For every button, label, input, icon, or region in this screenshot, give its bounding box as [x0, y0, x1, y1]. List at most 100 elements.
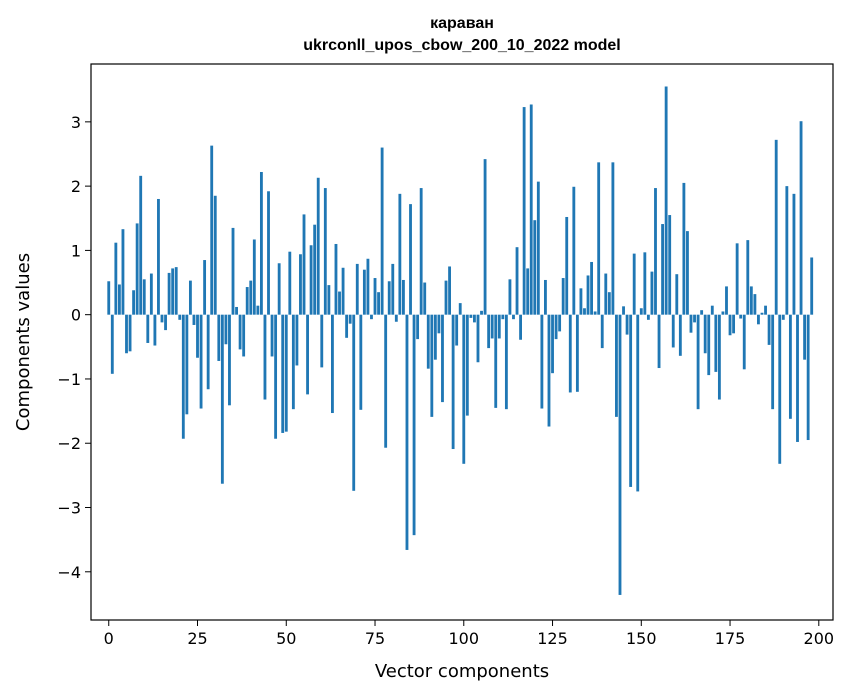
bar-49: [281, 314, 285, 433]
bar-159: [671, 314, 675, 348]
bar-161: [678, 314, 682, 356]
bar-128: [561, 278, 565, 315]
bar-111: [501, 314, 505, 320]
bar-95: [444, 280, 448, 315]
bar-141: [607, 292, 611, 315]
bar-60: [320, 314, 324, 368]
x-tick-label: 0: [104, 629, 114, 648]
bar-57: [309, 245, 313, 315]
bar-16: [164, 314, 167, 331]
bar-154: [654, 188, 657, 315]
bar-156: [661, 224, 665, 315]
x-axis-ticks: 0 25 50 75 100 125 150 175 200: [104, 620, 834, 648]
bar-25: [196, 314, 199, 358]
bar-150: [639, 308, 643, 315]
bar-180: [746, 240, 750, 315]
bar-32: [220, 314, 224, 484]
bar-89: [423, 282, 427, 315]
bar-132: [575, 314, 579, 392]
bar-13: [153, 314, 157, 346]
bar-130: [568, 314, 572, 393]
bar-24: [192, 314, 196, 325]
x-tick-label: 25: [187, 629, 207, 648]
bar-26: [199, 314, 203, 409]
bar-5: [125, 314, 128, 354]
bar-129: [565, 216, 569, 315]
bar-81: [394, 314, 398, 322]
bar-10: [142, 279, 146, 315]
bar-51: [288, 251, 292, 315]
bar-69: [352, 314, 356, 491]
bar-43: [259, 171, 263, 315]
bar-146: [625, 314, 629, 335]
bar-164: [689, 314, 693, 333]
bar-23: [188, 280, 192, 315]
y-tick-label: −4: [57, 563, 81, 582]
bar-151: [643, 252, 647, 315]
bar-177: [735, 243, 739, 315]
y-tick-label: −1: [57, 370, 81, 389]
bar-171: [714, 314, 718, 372]
bars-group: [107, 86, 814, 595]
bar-123: [544, 279, 547, 315]
bar-38: [242, 314, 246, 357]
bar-85: [409, 204, 412, 315]
bar-15: [160, 314, 164, 323]
bar-97: [451, 314, 455, 450]
y-tick-label: 3: [71, 113, 81, 132]
bar-185: [764, 305, 767, 315]
bar-116: [519, 314, 522, 340]
y-axis-label: Components values: [13, 253, 34, 431]
bar-163: [686, 231, 689, 315]
y-tick-label: 2: [71, 177, 81, 196]
bar-165: [693, 314, 696, 323]
bar-14: [157, 198, 160, 315]
x-tick-label: 150: [626, 629, 657, 648]
bar-8: [135, 223, 139, 315]
bar-63: [331, 314, 334, 414]
bar-155: [657, 314, 661, 369]
bar-178: [739, 314, 743, 319]
y-tick-label: 0: [71, 306, 81, 325]
bar-142: [611, 162, 615, 315]
bar-137: [593, 311, 597, 315]
bar-75: [373, 278, 377, 315]
bar-112: [504, 314, 508, 410]
bar-157: [664, 86, 668, 315]
bar-144: [618, 314, 622, 595]
bar-74: [370, 314, 373, 320]
bar-102: [469, 314, 473, 318]
bar-41: [252, 239, 256, 315]
bar-170: [710, 305, 714, 315]
x-axis-label: Vector components: [375, 661, 549, 682]
bar-147: [629, 314, 633, 487]
x-tick-label: 75: [365, 629, 385, 648]
bar-143: [615, 314, 618, 417]
bar-94: [441, 314, 444, 403]
bar-1: [110, 314, 114, 374]
bar-87: [416, 314, 420, 340]
bar-65: [338, 291, 341, 315]
bar-31: [217, 314, 221, 361]
bar-182: [753, 294, 757, 315]
bar-37: [238, 314, 242, 350]
bar-153: [650, 271, 654, 315]
bar-133: [579, 288, 583, 315]
bar-56: [306, 314, 309, 395]
bar-84: [405, 314, 409, 550]
bar-119: [529, 104, 533, 315]
y-tick-label: −3: [57, 499, 81, 518]
bar-187: [771, 314, 775, 410]
bar-61: [323, 188, 327, 315]
bar-184: [760, 312, 764, 315]
bar-96: [448, 266, 451, 315]
bar-58: [313, 224, 317, 315]
bar-9: [139, 175, 143, 315]
bar-29: [210, 145, 214, 315]
bar-46: [270, 314, 274, 357]
bar-47: [274, 314, 278, 439]
bar-39: [245, 287, 249, 315]
bar-0: [107, 281, 111, 315]
bar-88: [419, 188, 423, 315]
